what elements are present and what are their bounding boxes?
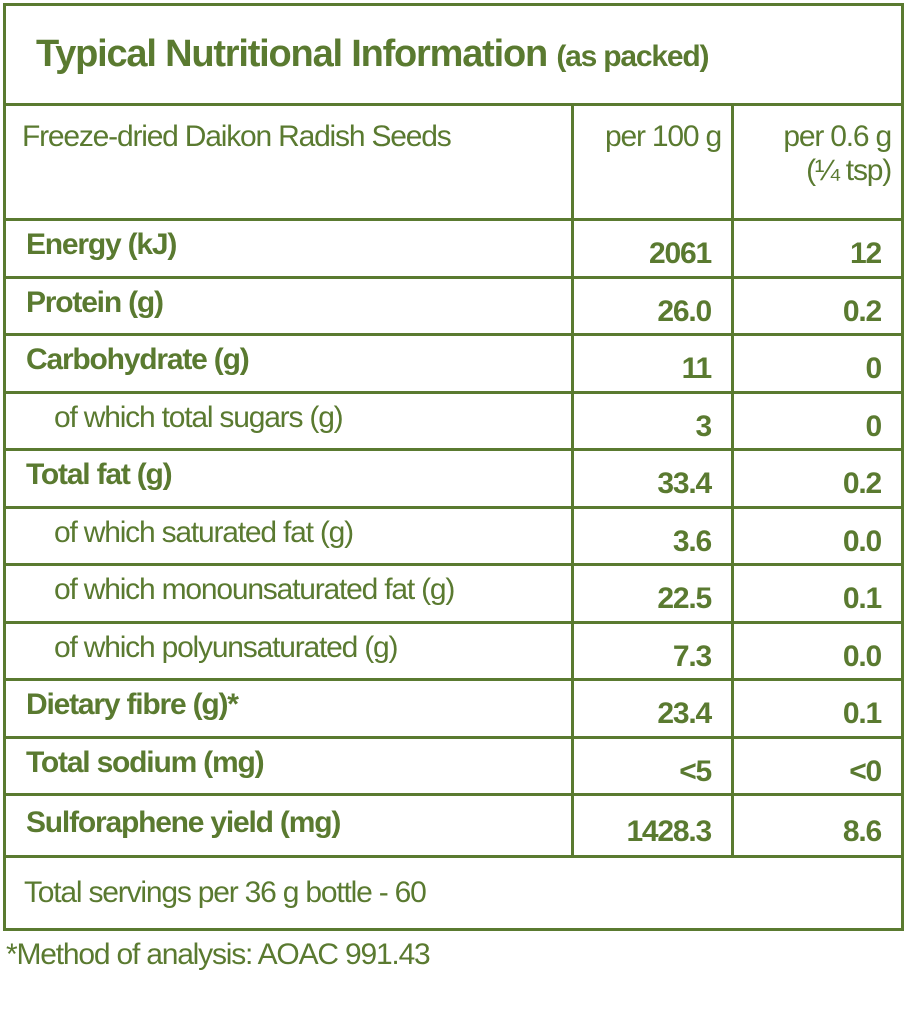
nutrient-value: 3.6 — [571, 505, 734, 566]
table-row: Total sodium (mg) <5 <0 — [3, 735, 905, 796]
header-cell: per 100 g — [571, 103, 734, 221]
nutrient-label: of which saturated fat (g) — [3, 505, 574, 566]
nutrient-label: Carbohydrate (g) — [3, 333, 574, 394]
table-row: of which polyunsaturated (g) 7.3 0.0 — [3, 620, 905, 681]
nutrient-value: 1428.3 — [571, 793, 734, 858]
nutrient-label: of which total sugars (g) — [3, 390, 574, 451]
footer-cell: Total servings per 36 g bottle - 60 — [2, 855, 905, 931]
nutrient-value: 26.0 — [571, 275, 734, 336]
header-cell: Freeze-dried Daikon Radish Seeds — [3, 103, 574, 221]
table-row: of which saturated fat (g) 3.6 0.0 — [3, 505, 905, 566]
nutrient-value: 0.2 — [730, 448, 905, 509]
header-row: Freeze-dried Daikon Radish Seeds per 100… — [3, 103, 905, 221]
nutrient-label: Total fat (g) — [3, 448, 574, 509]
nutrient-label: Sulforaphene yield (mg) — [3, 793, 574, 858]
nutrient-value: 0.0 — [730, 620, 905, 681]
nutrient-value: 8.6 — [730, 793, 905, 858]
nutrient-value: 33.4 — [571, 448, 734, 509]
table-body: Energy (kJ) 2061 12 Protein (g) 26.0 0.2 Carbo… — [3, 218, 905, 858]
footnote: *Method of analysis: AOAC 991.43 — [6, 938, 431, 971]
nutrient-value: 0.2 — [730, 275, 905, 336]
table-row: Dietary fibre (g)* 23.4 0.1 — [3, 678, 905, 739]
table-row: Total fat (g) 33.4 0.2 — [3, 448, 905, 509]
title: Typical Nutritional Information — [36, 33, 548, 75]
title-cell: Typical Nutritional Information (as pack… — [2, 3, 905, 106]
nutrient-value: 7.3 — [571, 620, 734, 681]
title-row: Typical Nutritional Information (as pack… — [2, 3, 905, 106]
nutrient-value: 12 — [730, 218, 905, 279]
nutrient-value: 0 — [730, 333, 905, 394]
header-note: (¼ tsp) — [806, 154, 892, 187]
nutrient-value: 23.4 — [571, 678, 734, 739]
nutrient-label: of which polyunsaturated (g) — [3, 620, 574, 681]
table-row: Carbohydrate (g) 11 0 — [3, 333, 905, 394]
table-row: of which total sugars (g) 3 0 — [3, 390, 905, 451]
nutrient-value: 0.1 — [730, 678, 905, 739]
nutrient-value: 11 — [571, 333, 734, 394]
nutrient-value: 0.1 — [730, 563, 905, 624]
header-cell: per 0.6 g (¼ tsp) — [730, 103, 905, 221]
nutrient-value: 0.0 — [730, 505, 905, 566]
footer-row: Total servings per 36 g bottle - 60 — [2, 855, 905, 931]
nutrient-label: Energy (kJ) — [3, 218, 574, 279]
title-suffix: (as packed) — [556, 40, 709, 73]
nutrient-value: 0 — [730, 390, 905, 451]
nutrient-value: <5 — [571, 735, 734, 796]
table-row: Energy (kJ) 2061 12 — [3, 218, 905, 279]
nutrient-value: 22.5 — [571, 563, 734, 624]
nutrition-table: Typical Nutritional Information (as pack… — [2, 3, 905, 931]
nutrient-value: 2061 — [571, 218, 734, 279]
nutrient-label: Total sodium (mg) — [3, 735, 574, 796]
nutrient-label: of which monounsaturated fat (g) — [3, 563, 574, 624]
header-text: per 0.6 g — [783, 120, 892, 153]
table-row: Protein (g) 26.0 0.2 — [3, 275, 905, 336]
nutrient-value: <0 — [730, 735, 905, 796]
table-row: Sulforaphene yield (mg) 1428.3 8.6 — [3, 793, 905, 858]
table-row: of which monounsaturated fat (g) 22.5 0.1 — [3, 563, 905, 624]
nutrient-label: Dietary fibre (g)* — [3, 678, 574, 739]
nutrient-value: 3 — [571, 390, 734, 451]
nutrient-label: Protein (g) — [3, 275, 574, 336]
